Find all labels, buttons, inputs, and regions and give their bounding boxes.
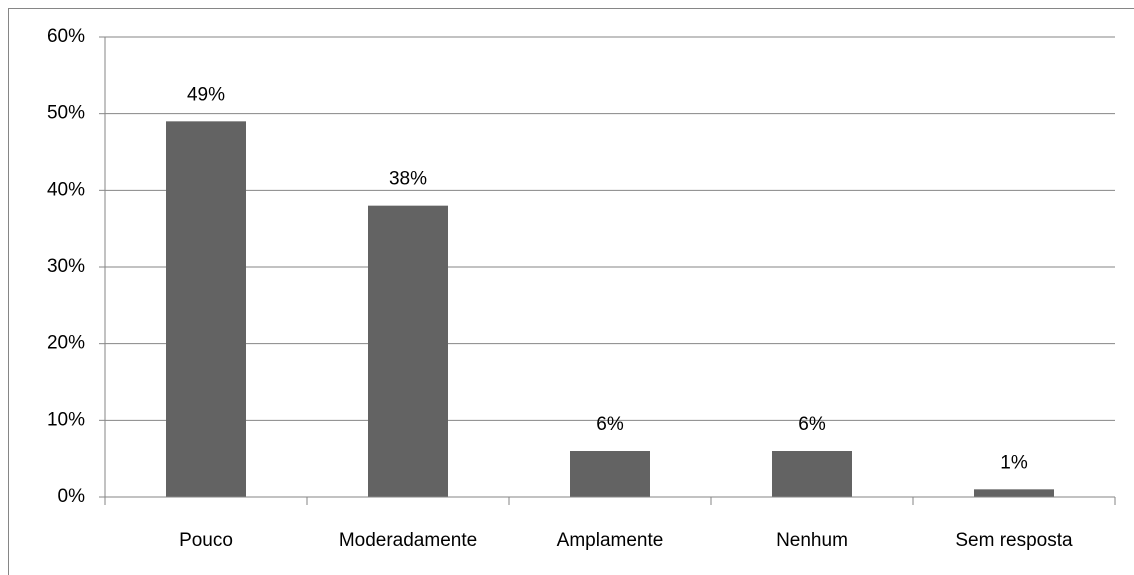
y-tick-label: 0% xyxy=(58,486,86,507)
y-tick-label: 10% xyxy=(47,409,85,430)
x-tick-label: Nenhum xyxy=(776,530,848,551)
x-tick-label: Amplamente xyxy=(557,530,664,551)
y-tick-label: 50% xyxy=(47,103,85,124)
data-label: 49% xyxy=(187,84,225,105)
data-label: 6% xyxy=(596,414,624,435)
bar xyxy=(570,451,650,497)
bar xyxy=(772,451,852,497)
x-tick-label: Sem resposta xyxy=(955,530,1073,551)
data-label: 1% xyxy=(1000,452,1028,473)
chart-border xyxy=(8,8,1134,575)
data-label: 6% xyxy=(798,414,826,435)
x-tick-label: Moderadamente xyxy=(339,530,477,551)
bar xyxy=(974,489,1054,497)
y-tick-label: 20% xyxy=(47,333,85,354)
y-tick-label: 30% xyxy=(47,256,85,277)
x-tick-label: Pouco xyxy=(179,530,233,551)
y-tick-label: 40% xyxy=(47,179,85,200)
y-tick-label: 60% xyxy=(47,26,85,47)
data-label: 38% xyxy=(389,169,427,190)
bar xyxy=(166,121,246,497)
bar xyxy=(368,205,448,497)
